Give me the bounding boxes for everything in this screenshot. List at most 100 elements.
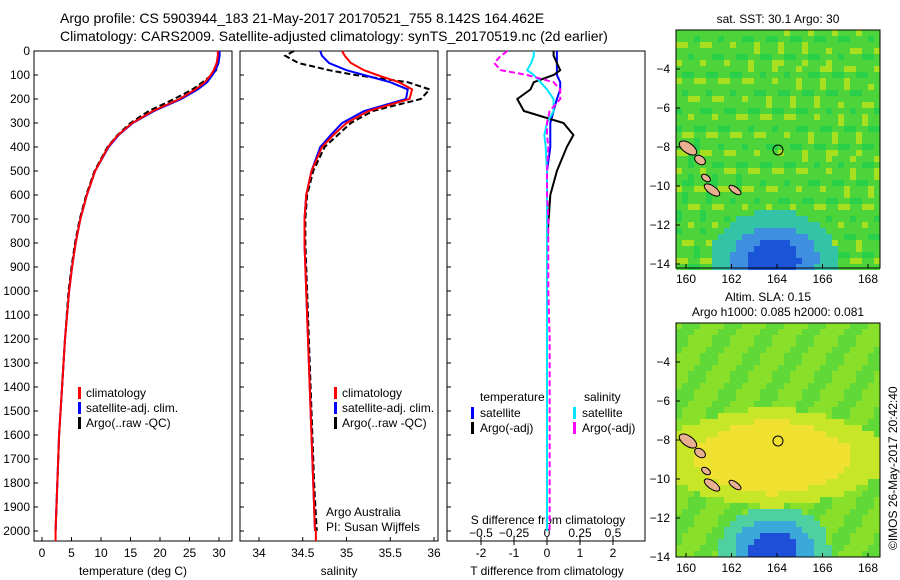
map-cell xyxy=(742,192,748,198)
map-cell xyxy=(772,377,778,383)
map-cell xyxy=(820,192,826,198)
map-cell xyxy=(832,228,838,234)
map-cell xyxy=(754,323,760,329)
map-cell xyxy=(688,353,694,359)
map-cell xyxy=(760,246,766,252)
map-cell xyxy=(820,443,826,449)
map-cell xyxy=(688,419,694,425)
map-cell xyxy=(808,120,814,126)
map-cell xyxy=(856,90,862,96)
map-cell xyxy=(766,545,772,551)
map-cell xyxy=(676,329,682,335)
map-cell xyxy=(694,66,700,72)
map-cell xyxy=(874,222,880,228)
map-cell xyxy=(712,401,718,407)
map-cell xyxy=(694,246,700,252)
map-cell xyxy=(844,156,850,162)
map-cell xyxy=(724,359,730,365)
map-cell xyxy=(820,347,826,353)
map-cell xyxy=(688,246,694,252)
map-cell xyxy=(694,533,700,539)
map-cell xyxy=(754,329,760,335)
map-cell xyxy=(712,515,718,521)
map-cell xyxy=(748,162,754,168)
map-cell xyxy=(832,521,838,527)
map-cell xyxy=(844,150,850,156)
map-cell xyxy=(784,545,790,551)
map-cell xyxy=(826,515,832,521)
map-cell xyxy=(754,216,760,222)
map-cell xyxy=(736,503,742,509)
map-cell xyxy=(682,551,688,557)
map-cell xyxy=(814,216,820,222)
map-cell xyxy=(856,84,862,90)
map-cell xyxy=(832,204,838,210)
map-cell xyxy=(856,108,862,114)
map-cell xyxy=(790,258,796,264)
map-cell xyxy=(706,395,712,401)
map-cell xyxy=(742,503,748,509)
map-cell xyxy=(802,347,808,353)
map-cell xyxy=(712,431,718,437)
map-cell xyxy=(748,48,754,54)
y-tick-label: 1400 xyxy=(3,380,30,394)
map-cell xyxy=(742,497,748,503)
map-cell xyxy=(712,114,718,120)
map-cell xyxy=(688,72,694,78)
map-cell xyxy=(724,156,730,162)
map-cell xyxy=(742,443,748,449)
map-cell xyxy=(796,216,802,222)
map-cell xyxy=(754,180,760,186)
map-cell xyxy=(820,90,826,96)
map-cell xyxy=(850,533,856,539)
map-cell xyxy=(850,527,856,533)
map-cell xyxy=(748,413,754,419)
map-cell xyxy=(832,341,838,347)
map-cell xyxy=(766,234,772,240)
map-cell xyxy=(706,371,712,377)
map-cell xyxy=(712,407,718,413)
map-cell xyxy=(826,401,832,407)
map-cell xyxy=(850,222,856,228)
map-cell xyxy=(694,539,700,545)
map-cell xyxy=(694,521,700,527)
map-cell xyxy=(736,210,742,216)
map-cell xyxy=(844,551,850,557)
map-cell xyxy=(862,126,868,132)
map-cell xyxy=(814,341,820,347)
map-cell xyxy=(730,126,736,132)
map-cell xyxy=(862,365,868,371)
map-cell xyxy=(730,72,736,78)
map-cell xyxy=(796,210,802,216)
map-cell xyxy=(706,551,712,557)
map-cell xyxy=(766,114,772,120)
map-cell xyxy=(868,383,874,389)
map-cell xyxy=(706,66,712,72)
map-cell xyxy=(730,341,736,347)
legend-label: Argo(-adj) xyxy=(582,421,635,435)
map-cell xyxy=(784,138,790,144)
map-cell xyxy=(832,401,838,407)
map-cell xyxy=(730,264,736,270)
map-cell xyxy=(718,222,724,228)
map-cell xyxy=(712,144,718,150)
map-cell xyxy=(724,168,730,174)
map-cell xyxy=(862,545,868,551)
map-cell xyxy=(706,455,712,461)
map-cell xyxy=(814,96,820,102)
map-cell xyxy=(688,395,694,401)
map-cell xyxy=(772,198,778,204)
map-cell xyxy=(712,527,718,533)
map-cell xyxy=(754,389,760,395)
map-cell xyxy=(706,210,712,216)
map-cell xyxy=(856,479,862,485)
map-cell xyxy=(850,126,856,132)
map-cell xyxy=(712,36,718,42)
map-cell xyxy=(754,443,760,449)
map-cell xyxy=(868,479,874,485)
map-cell xyxy=(694,186,700,192)
map-cell xyxy=(694,174,700,180)
map-cell xyxy=(676,503,682,509)
map-cell xyxy=(802,168,808,174)
map-cell xyxy=(784,168,790,174)
